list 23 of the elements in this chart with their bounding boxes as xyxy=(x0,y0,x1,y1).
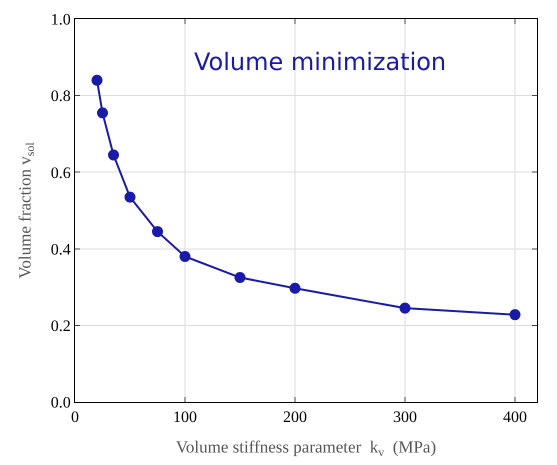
x-axis-title: Volume stiffness parameter k$_{v}$ (MPa) xyxy=(176,438,436,460)
x-tick-label: 200 xyxy=(283,409,307,426)
point xyxy=(97,107,108,118)
y-tick-label: 0.0 xyxy=(50,394,71,412)
point xyxy=(290,282,300,294)
point xyxy=(180,250,190,262)
y-tick-label: 0.6 xyxy=(50,164,71,182)
point xyxy=(510,309,520,320)
x-tick-label: 300 xyxy=(393,409,417,426)
point xyxy=(234,272,246,284)
point xyxy=(92,74,102,86)
y-tick-label: 0.8 xyxy=(50,88,71,106)
x-tick-label: 0 xyxy=(71,409,79,426)
point xyxy=(152,226,163,238)
annotation: Volume minimization xyxy=(194,48,446,76)
x-tick-label: 400 xyxy=(503,409,527,426)
y-tick-label: 0.2 xyxy=(50,318,71,335)
point xyxy=(400,302,410,314)
y-tick-label: 1.0 xyxy=(50,12,71,29)
y-tick-label: 0.4 xyxy=(50,241,71,258)
x-tick-label: 100 xyxy=(173,409,197,426)
point xyxy=(108,149,119,160)
point xyxy=(124,192,136,203)
